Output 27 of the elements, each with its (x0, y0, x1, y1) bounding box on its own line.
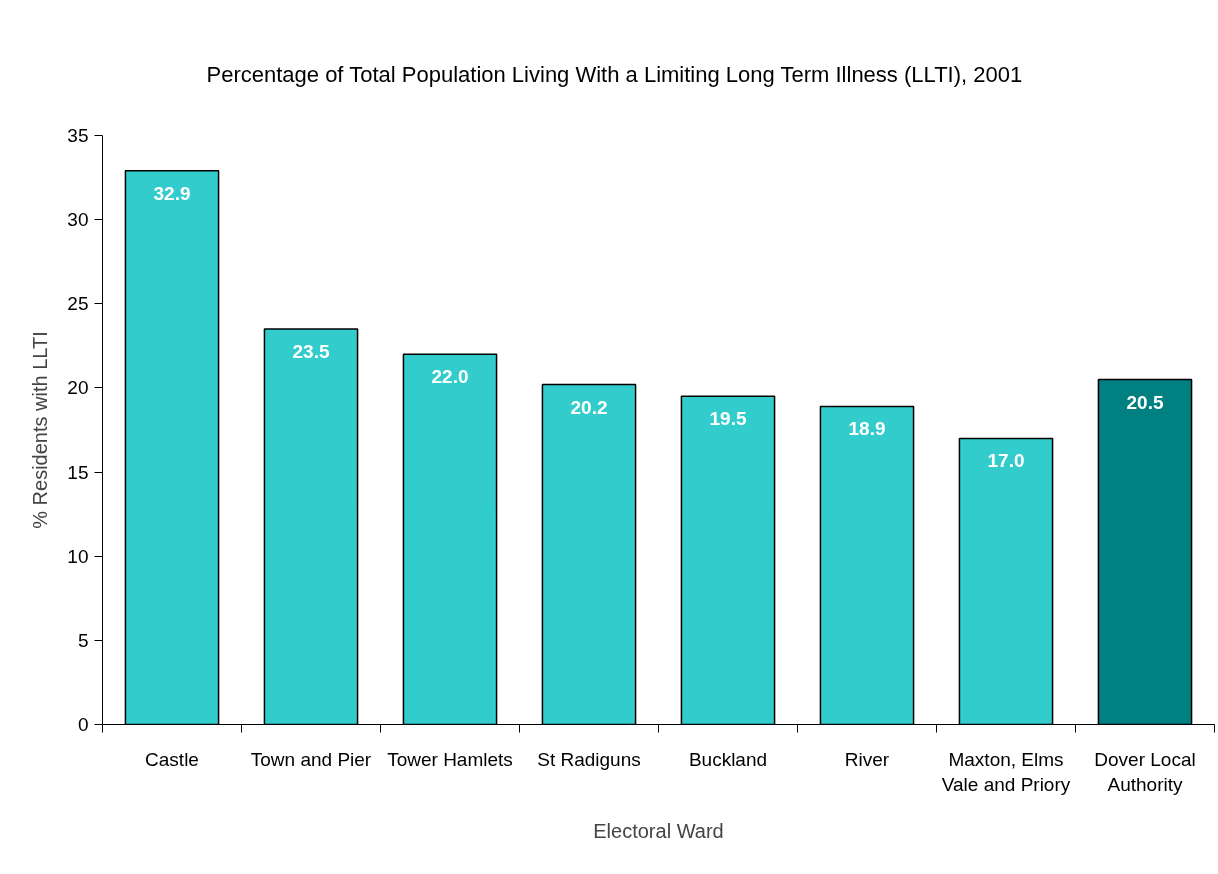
data-label: 32.9 (153, 182, 191, 204)
data-label: 23.5 (292, 341, 330, 363)
data-label: 19.5 (709, 408, 747, 430)
data-label: 17.0 (987, 450, 1025, 472)
y-axis-title: % Residents with LLTI (29, 331, 52, 529)
y-tick-label: 5 (77, 629, 89, 651)
y-tick-label: 30 (67, 209, 89, 231)
y-tick-label: 0 (77, 714, 89, 735)
x-tick-label: Dover Local Authority (1094, 748, 1196, 795)
y-tick-label: 25 (67, 293, 89, 315)
x-tick-label: Tower Hamlets (387, 748, 513, 770)
data-label: 18.9 (848, 418, 886, 440)
x-tick-label: Castle (145, 748, 199, 770)
x-tick-label: Buckland (688, 748, 768, 770)
chart-title: Percentage of Total Population Living With a Limiting Long Term Illness (LLTI), 2001 (206, 61, 1023, 87)
y-tick-label: 35 (67, 125, 89, 146)
data-label: 20.2 (570, 396, 608, 418)
x-tick-label: River (844, 748, 890, 770)
y-tick-label: 15 (67, 461, 89, 483)
x-tick-label: Town and Pier (250, 748, 372, 770)
x-tick-label: St Radiguns (537, 748, 641, 770)
y-tick-label: 20 (67, 377, 89, 399)
x-tick-label: Maxton, Elms Vale and Priory (941, 748, 1071, 795)
x-axis-title: Electoral Ward (593, 819, 724, 842)
y-tick-label: 10 (67, 545, 89, 567)
data-label: 22.0 (431, 366, 469, 388)
data-label: 20.5 (1126, 391, 1164, 413)
